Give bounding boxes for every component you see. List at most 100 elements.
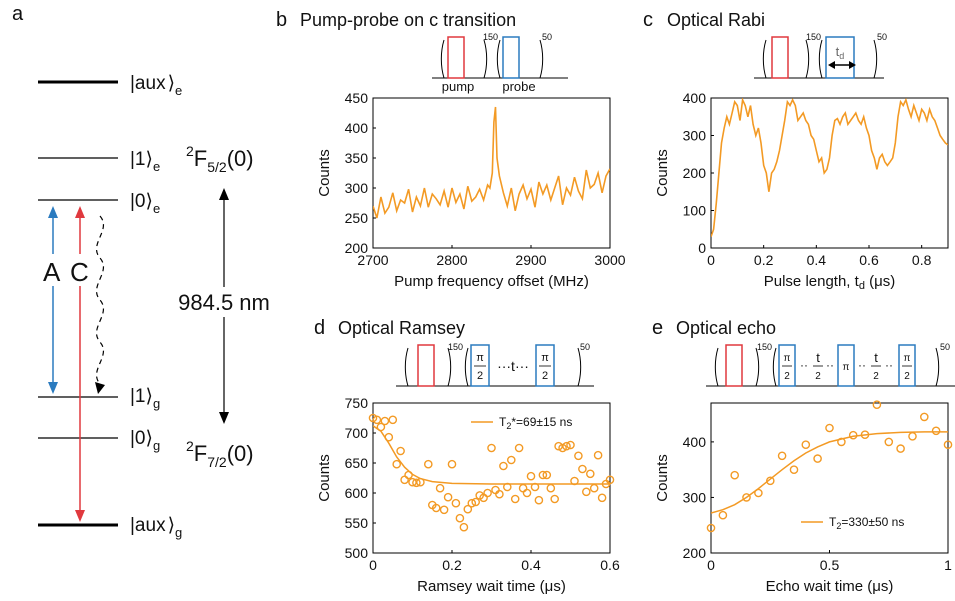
- pi-half-pulse-1: [470, 344, 490, 387]
- pulse-sequence-d: π 2 ···t··· π 2 150 50: [396, 342, 594, 387]
- data-point: [439, 505, 449, 515]
- data-point: [451, 498, 461, 508]
- label-1-g: |1⟩g: [130, 386, 160, 411]
- y-tick-label: 100: [683, 203, 707, 219]
- panel-b-letter: b: [276, 9, 287, 31]
- data-point: [860, 430, 870, 440]
- y-tick-label: 700: [345, 425, 369, 441]
- pi-half-2-den: 2: [542, 370, 548, 382]
- repeat-count-150-c: 150: [806, 32, 821, 42]
- echo-dots-4: ··: [885, 358, 893, 372]
- pump-pulse: [447, 36, 465, 79]
- data-point: [578, 464, 587, 474]
- label-aux-g: |aux ⟩g: [130, 515, 182, 540]
- td-label: td: [836, 44, 845, 61]
- axes-frame: [710, 402, 949, 554]
- y-tick-label: 0: [698, 240, 706, 256]
- pi-half-pulse-2: [535, 344, 555, 387]
- y-tick-label: 300: [345, 180, 369, 196]
- echo-pi-half-2-num: π: [904, 353, 911, 364]
- data-point: [534, 495, 544, 505]
- data-point: [538, 470, 548, 480]
- wavelength-arrow-up: [219, 188, 229, 200]
- data-point: [754, 488, 763, 498]
- y-tick-label: 450: [345, 90, 369, 106]
- panel-d-letter: d: [314, 317, 325, 339]
- pump-pulse-d: [417, 344, 435, 387]
- data-series-line: [373, 106, 610, 219]
- echo-dots-3: ··: [858, 358, 866, 372]
- data-point: [574, 451, 583, 461]
- repeat-count-50-c: 50: [877, 32, 887, 42]
- probe-pulse: [502, 36, 520, 79]
- y-tick-label: 200: [345, 240, 369, 256]
- data-point: [789, 465, 799, 475]
- data-point: [582, 487, 591, 497]
- transition-c-arrow-down: [75, 510, 85, 522]
- repeat-count-50-e: 50: [940, 342, 950, 352]
- data-point: [522, 488, 532, 498]
- y-tick-label: 600: [345, 485, 369, 501]
- data-point: [495, 489, 504, 499]
- pi-half-2-num: π: [541, 352, 549, 364]
- data-point: [423, 459, 433, 469]
- data-point: [896, 444, 905, 453]
- x-tick-label: 0.8: [912, 252, 932, 268]
- data-point: [813, 454, 822, 463]
- x-axis-label: Echo wait time (μs): [766, 578, 894, 595]
- data-series-line: [711, 98, 948, 238]
- y-tick-label: 300: [683, 128, 707, 144]
- label-0-g: |0⟩g: [130, 428, 160, 453]
- probe-pulse-c: [825, 36, 855, 79]
- echo-pi-half-1-den: 2: [784, 371, 790, 382]
- data-point: [586, 469, 595, 479]
- data-point: [447, 459, 457, 469]
- data-point: [943, 440, 953, 450]
- y-tick-label: 550: [345, 515, 369, 531]
- label-aux-e: |aux ⟩e: [130, 73, 182, 98]
- transition-a-label: A: [43, 257, 61, 287]
- y-tick-label: 500: [345, 545, 369, 561]
- data-point: [499, 461, 508, 471]
- data-point: [742, 493, 751, 502]
- y-tick-label: 400: [683, 90, 707, 106]
- x-tick-label: 2900: [515, 252, 546, 268]
- data-point: [848, 430, 858, 440]
- transition-label-bg: [38, 254, 93, 286]
- data-point: [570, 476, 579, 486]
- data-point: [920, 412, 929, 422]
- axes-frame: [372, 97, 611, 249]
- data-point: [593, 450, 603, 460]
- panel-a: a |aux ⟩e |1⟩e |0⟩e |1⟩g |0⟩g |aux ⟩g A C: [12, 3, 280, 540]
- echo-pi-half-1: [778, 344, 796, 387]
- plot-e: 0 0.5 1 200 300 400 Echo wait time (μs) Counts T…: [654, 400, 953, 595]
- pi-half-1-den: 2: [477, 370, 483, 382]
- y-tick-label: 300: [683, 489, 707, 505]
- transition-c-label: C: [70, 257, 89, 287]
- legend-label: T2=330±50 ns: [829, 515, 904, 531]
- x-tick-label: 0.2: [442, 557, 462, 573]
- pi-half-1-num: π: [476, 352, 484, 364]
- axes-frame: [710, 97, 949, 249]
- y-axis-label: Counts: [654, 149, 671, 197]
- y-tick-label: 200: [683, 165, 707, 181]
- pulse-sequence-c: td 150 50: [754, 32, 887, 79]
- pump-pulse-c: [771, 36, 789, 79]
- y-axis-label: Counts: [654, 454, 671, 502]
- data-point: [376, 422, 386, 432]
- ramsey-wait-label: ···t···: [497, 358, 529, 374]
- data-point: [530, 482, 540, 492]
- data-point: [514, 443, 524, 453]
- decay-arrow-head: [95, 382, 105, 394]
- echo-pi-half-1-num: π: [784, 353, 791, 364]
- data-point: [766, 476, 775, 486]
- echo-dots-1: ··: [800, 358, 808, 372]
- x-tick-label: 1: [944, 557, 952, 573]
- y-axis-label: Counts: [316, 149, 333, 197]
- fit-curve: [711, 431, 948, 514]
- x-tick-label: 0: [369, 557, 377, 573]
- data-point: [605, 475, 615, 485]
- plot-d: 0 0.2 0.4 0.6 500 550 600 650 700 750 Ramsey wait …: [316, 395, 620, 595]
- data-point: [455, 513, 465, 523]
- wavelength-arrow-down: [219, 412, 229, 424]
